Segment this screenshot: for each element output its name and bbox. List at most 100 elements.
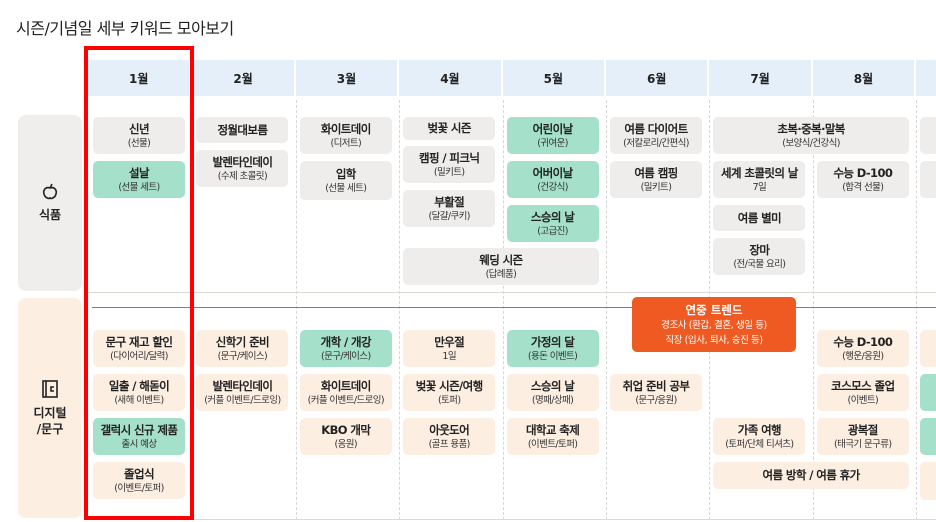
month-header: 1월 [88,60,190,96]
digital-keyword-card: 광복절 (태극기 문구류) [816,418,909,455]
column-divider [812,100,814,520]
keyword-detail: (문구/응원) [635,394,677,406]
keyword-title: 여름 다이어트 [624,121,688,136]
food-keyword-card: 여름 다이어트 (저칼로리/간편식) [610,117,702,154]
month-header: 7월 [709,60,811,96]
column-divider [916,100,918,520]
keyword-detail: (저칼로리/간편식) [623,137,689,149]
month-header: 5월 [502,60,604,96]
digital-keyword-card: 취업 준비 공부 (문구/응원) [610,374,702,411]
digital-keyword-card: 가정의 달 (용돈 이벤트) [506,330,599,367]
food-keyword-card: 캠핑 / 피크닉 (밀키트) [403,146,496,183]
keyword-detail: (토퍼/단체 티셔츠) [725,438,794,450]
keyword-detail: (고급진) [537,225,568,237]
keyword-detail: (커플 이벤트/드로잉) [307,394,385,406]
food-keyword-card: 부활절 (달걀/쿠키) [403,190,496,227]
digital-keyword-card [920,374,936,411]
digital-keyword-card: 스승의 날 (명패/상패) [506,374,599,411]
digital-keyword-card: 문구 재고 할인 (다이어리/달력) [93,330,185,367]
keyword-detail: 7일 [752,181,767,193]
keyword-detail: (태극기 문구류) [834,438,892,450]
trend-line-2: 직장 (입사, 퇴사, 승진 등) [665,334,763,346]
keyword-title: 아웃도어 [429,422,470,437]
digital-keyword-card: 대학교 축제 (이벤트/토퍼) [506,418,599,455]
keyword-detail: (다이어리/달력) [110,350,168,362]
keyword-detail: (응원) [334,438,358,450]
digital-keyword-card: 개학 / 개강 (문구/케이스) [299,330,392,367]
keyword-title: 개학 / 개강 [320,334,372,349]
keyword-detail: (선물) [127,137,151,149]
food-keyword-card: 세계 초콜릿의 날 7일 [713,161,806,198]
keyword-title: 수능 D-100 [833,334,893,349]
year-round-trend: 연중 트렌드 경조사 (환갑, 결혼, 생일 등) 직장 (입사, 퇴사, 승진… [632,297,796,352]
keyword-title: 갤럭시 신규 제품 [100,422,178,437]
keyword-detail: 출시 예상 [121,438,158,450]
column-divider [606,100,607,520]
keyword-title: 부활절 [434,194,465,209]
section-digital: 디지털 /문구 [18,298,82,518]
section-label: 디지털 /문구 [33,406,67,436]
keyword-title: 벚꽃 시즌 [427,121,472,135]
digital-keyword-card: KBO 개막 (응원) [299,418,392,455]
digital-keyword-card [920,418,936,455]
keyword-detail: 1일 [442,350,456,362]
keyword-title: 신학기 준비 [215,334,270,349]
keyword-detail: (이벤트) [847,394,879,406]
keyword-title: 대학교 축제 [525,422,580,437]
food-keyword-card: 초복·중복·말복 (보양식/건강식) [713,117,909,154]
food-keyword-card: 화이트데이 (디저트) [299,117,392,154]
trend-title: 연중 트렌드 [685,302,743,317]
keyword-detail: (선물 세트) [325,182,367,194]
food-keyword-card: 수능 D-100 (합격 선물) [816,161,909,198]
keyword-title: 여름 별미 [737,210,782,225]
food-keyword-card: 벚꽃 시즌 [403,117,496,140]
month-header: 8월 [812,60,915,96]
month-header: 6월 [606,60,708,96]
keyword-title: 만우절 [434,334,465,349]
keyword-detail: (디저트) [330,137,362,149]
keyword-title: 벚꽃 시즌/여행 [415,378,483,393]
food-keyword-card: 장마 (전/국물 요리) [713,238,806,275]
keyword-detail: (행운/응원) [842,350,884,362]
keyword-title: 문구 재고 할인 [105,334,173,349]
digital-keyword-card: 가족 여행 (토퍼/단체 티셔츠) [713,418,806,455]
highlight-box-january [84,46,194,520]
keyword-title: 세계 초콜릿의 날 [721,165,798,180]
digital-keyword-card: 일출 / 해돋이 (새해 이벤트) [93,374,185,411]
food-keyword-card [920,161,936,198]
bottom-divider [88,519,936,520]
food-keyword-card: 스승의 날 (고급진) [506,205,599,242]
keyword-detail: (이벤트/토퍼) [527,438,578,450]
keyword-detail: (새해 이벤트) [114,394,164,406]
food-keyword-card: 입학 (선물 세트) [299,161,392,200]
food-keyword-card: 웨딩 시즌 (답례품) [403,248,599,285]
digital-keyword-card: 갤럭시 신규 제품 출시 예상 [93,418,185,455]
keyword-title: 여름 방학 / 여름 휴가 [762,468,861,482]
keyword-title: 발렌타인데이 [212,154,273,169]
keyword-title: 어린이날 [532,121,574,136]
keyword-title: 어버이날 [532,165,574,180]
food-keyword-card: 어린이날 (귀여운) [506,117,599,154]
keyword-title: 화이트데이 [320,378,372,393]
keyword-title: 취업 준비 공부 [622,378,690,393]
digital-keyword-card: 만우절 1일 [403,330,496,367]
keyword-detail: (합격 선물) [842,181,884,193]
digital-keyword-card: 수능 D-100 (행운/응원) [816,330,909,367]
apple-icon [42,183,58,200]
keyword-title: 여름 캠핑 [634,165,678,180]
keyword-detail: (토퍼) [437,394,461,406]
keyword-title: 화이트데이 [320,121,372,136]
keyword-title: 웨딩 시즌 [479,252,523,267]
digital-keyword-card: 여름 방학 / 여름 휴가 [713,462,909,489]
food-keyword-card: 발렌타인데이 (수제 초콜릿) [196,150,289,187]
digital-keyword-card: 화이트데이 (커플 이벤트/드로잉) [299,374,392,411]
keyword-title: 초복·중복·말복 [777,121,845,136]
digital-keyword-card: 아웃도어 (골프 용품) [403,418,496,455]
month-header: 3월 [295,60,398,96]
keyword-detail: (귀여운) [537,137,568,149]
page-title: 시즌/기념일 세부 키워드 모아보기 [16,19,234,38]
month-header [916,60,936,96]
keyword-title: 정월대보름 [217,122,268,137]
keyword-detail: (수제 초콜릿) [217,170,268,182]
keyword-detail: (보양식/건강식) [782,137,840,149]
